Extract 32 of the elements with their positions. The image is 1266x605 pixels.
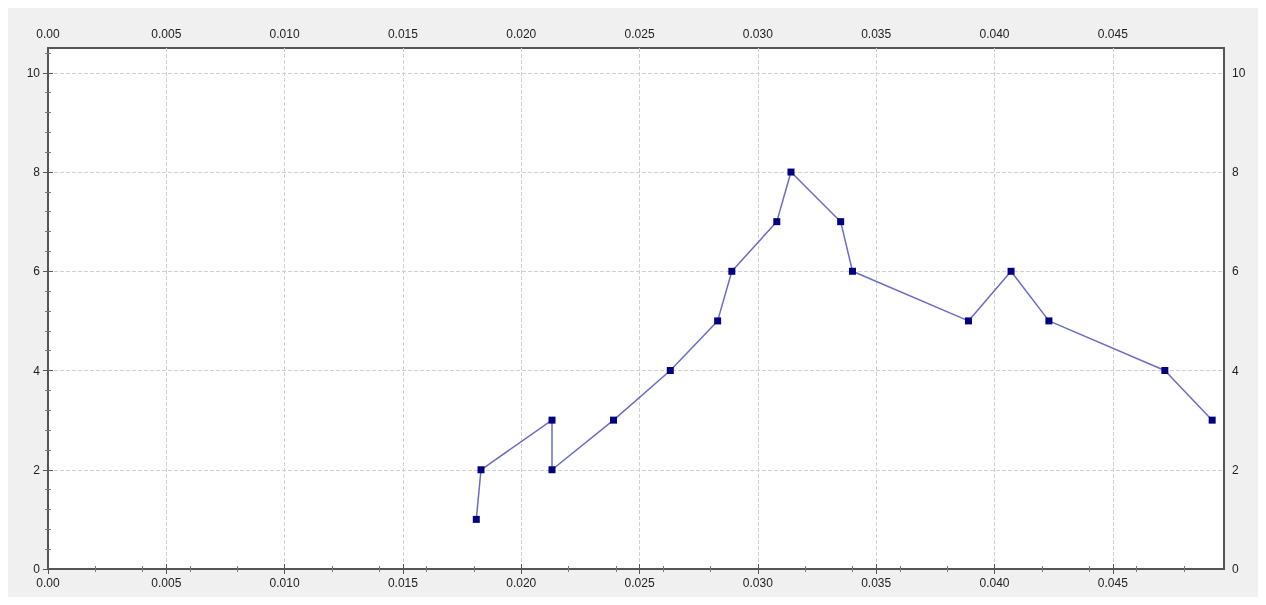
y-tick-label: 10 <box>26 65 41 80</box>
x2-tick-label: 0.030 <box>742 27 774 41</box>
x-tick-label: 0.040 <box>979 576 1010 590</box>
x2-tick-label: 0.035 <box>861 27 892 41</box>
x2-tick-label: 0.045 <box>1097 27 1129 41</box>
x-tick-label: 0.035 <box>861 576 892 590</box>
x-tick-label: 0.005 <box>151 576 182 590</box>
x-tick-label: 0.00 <box>36 576 60 590</box>
x2-tick-label: 0.00 <box>36 27 60 41</box>
x2-tick-label: 0.005 <box>151 27 182 41</box>
y2-tick-label: 6 <box>1232 264 1239 279</box>
x2-tick-label: 0.010 <box>269 27 300 41</box>
x2-tick-label: 0.040 <box>979 27 1010 41</box>
x2-tick-label: 0.025 <box>624 27 655 41</box>
y-tick-label: 8 <box>33 165 41 180</box>
y2-tick-label: 0 <box>1232 562 1239 576</box>
x2-tick-label: 0.015 <box>387 27 419 41</box>
y-tick-label: 2 <box>33 462 41 477</box>
y2-tick-label: 8 <box>1232 165 1239 180</box>
x-tick-label: 0.030 <box>742 576 774 590</box>
y-tick-label: 6 <box>33 264 41 279</box>
x-tick-label: 0.015 <box>387 576 419 590</box>
x-tick-label: 0.025 <box>624 576 655 590</box>
y2-tick-label: 4 <box>1232 363 1239 378</box>
x-tick-label: 0.045 <box>1097 576 1129 590</box>
y-tick-label: 0 <box>33 562 41 576</box>
x-tick-label: 0.010 <box>269 576 300 590</box>
y2-tick-label: 2 <box>1232 462 1239 477</box>
x2-tick-label: 0.020 <box>506 27 537 41</box>
y-tick-label: 4 <box>33 363 41 378</box>
x-tick-label: 0.020 <box>506 576 537 590</box>
y2-tick-label: 10 <box>1232 65 1246 80</box>
